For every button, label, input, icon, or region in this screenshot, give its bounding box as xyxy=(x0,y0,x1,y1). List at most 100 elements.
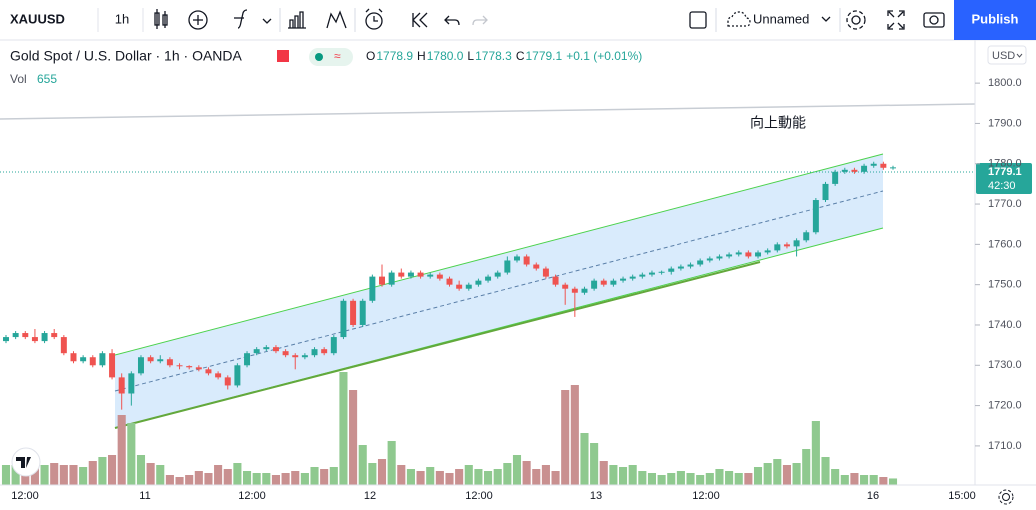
candle-body xyxy=(870,163,877,166)
volume-bar xyxy=(387,441,396,485)
interval[interactable]: 1h xyxy=(115,11,129,26)
compare-button[interactable] xyxy=(326,10,347,29)
volume-bar xyxy=(551,471,560,485)
functions-button[interactable] xyxy=(234,9,272,29)
time-label: 12:00 xyxy=(692,490,720,502)
volume-bar xyxy=(503,463,512,485)
volume-bar xyxy=(676,471,685,485)
volume-value: 655 xyxy=(37,72,57,86)
volume-bar xyxy=(377,459,387,485)
candle-body xyxy=(60,337,67,354)
horizontal-drawing xyxy=(0,103,976,120)
candle-body xyxy=(147,357,154,362)
chart-style-button[interactable] xyxy=(154,9,168,29)
volume-bar xyxy=(686,473,695,485)
volume-bar xyxy=(715,469,724,485)
candle-body xyxy=(446,278,453,285)
candle-body xyxy=(417,272,424,277)
volume-label: Vol xyxy=(10,72,27,86)
publish-button[interactable] xyxy=(954,0,1036,40)
volume-bar xyxy=(821,457,830,485)
tv-logo xyxy=(11,447,41,477)
volume-bar xyxy=(426,467,435,485)
channel-drawing xyxy=(114,153,884,429)
candle-body xyxy=(514,256,520,261)
time-axis-settings[interactable] xyxy=(998,489,1014,505)
candle-body xyxy=(861,165,868,172)
layout-name[interactable]: Unnamed xyxy=(753,11,809,26)
volume-bar xyxy=(88,461,97,485)
candle-body xyxy=(350,300,357,325)
candle-body xyxy=(301,355,308,358)
ohlc-value: 1779.1 xyxy=(525,49,562,63)
volume-bar xyxy=(647,473,657,485)
layout-dropdown[interactable] xyxy=(821,16,831,22)
volume-bar xyxy=(300,473,309,485)
y-tick-label: 1750.0 xyxy=(988,279,1022,291)
candle-body xyxy=(793,240,800,247)
symbol[interactable]: XAUUSD xyxy=(10,11,65,26)
candle-body xyxy=(803,232,810,241)
volume-bar xyxy=(811,421,820,485)
volume-bar xyxy=(416,471,425,485)
candle-body xyxy=(533,264,540,269)
volume-bar xyxy=(802,449,811,485)
flag-icon[interactable] xyxy=(277,50,289,62)
volume-bar xyxy=(879,477,888,485)
time-label: 12:00 xyxy=(465,490,493,502)
candle-body xyxy=(22,333,29,338)
candle-body xyxy=(157,359,164,362)
volume-bar xyxy=(657,475,666,485)
candle-body xyxy=(658,271,665,273)
volume-bar xyxy=(339,372,348,485)
candle-body xyxy=(726,254,733,257)
candle-body xyxy=(253,349,260,354)
volume-bar xyxy=(638,471,647,485)
candle-body xyxy=(292,355,299,358)
candle-body xyxy=(841,169,848,172)
candle-body xyxy=(735,252,742,255)
candle-body xyxy=(359,300,366,325)
volume-bar xyxy=(242,471,252,485)
settings-button[interactable] xyxy=(846,10,866,30)
candle-body xyxy=(311,349,318,356)
publish-label[interactable]: Publish xyxy=(972,11,1019,26)
candle-body xyxy=(137,357,144,374)
snapshot-button[interactable] xyxy=(923,12,945,28)
volume-bar xyxy=(185,475,194,485)
alert-button[interactable] xyxy=(365,8,383,30)
redo-button[interactable] xyxy=(472,15,488,26)
candle-body xyxy=(851,169,858,172)
fullscreen-button[interactable] xyxy=(887,10,905,30)
fullscreen-toggle[interactable] xyxy=(689,11,707,29)
volume-bar xyxy=(532,469,541,485)
replay-button[interactable] xyxy=(412,12,428,28)
y-tick-label: 1710.0 xyxy=(988,440,1022,452)
currency-button[interactable] xyxy=(987,45,1027,65)
volume-bar xyxy=(705,473,714,485)
candle-body xyxy=(504,260,511,273)
candle-body xyxy=(99,353,106,366)
volume-bar xyxy=(628,465,637,485)
currency[interactable]: USD xyxy=(992,50,1015,62)
volume-bar xyxy=(233,463,242,485)
volume-bar xyxy=(271,475,281,485)
volume-bar xyxy=(291,471,300,485)
candle-body xyxy=(205,369,212,374)
candle-body xyxy=(12,333,19,338)
candle-body xyxy=(581,288,588,293)
candle-body xyxy=(812,200,819,233)
candle-body xyxy=(475,280,482,285)
templates-button[interactable] xyxy=(288,11,306,29)
volume-bar xyxy=(320,469,329,485)
volume-bar xyxy=(840,475,849,485)
candle-body xyxy=(176,365,183,367)
y-tick-label: 1790.0 xyxy=(988,117,1022,129)
candle-body xyxy=(465,284,472,289)
indicators-add-button[interactable] xyxy=(188,10,208,30)
undo-button[interactable] xyxy=(444,15,460,26)
volume-bar xyxy=(368,463,377,485)
candle-body xyxy=(494,272,501,277)
candle-body xyxy=(552,276,559,285)
volume-bar xyxy=(136,455,146,485)
